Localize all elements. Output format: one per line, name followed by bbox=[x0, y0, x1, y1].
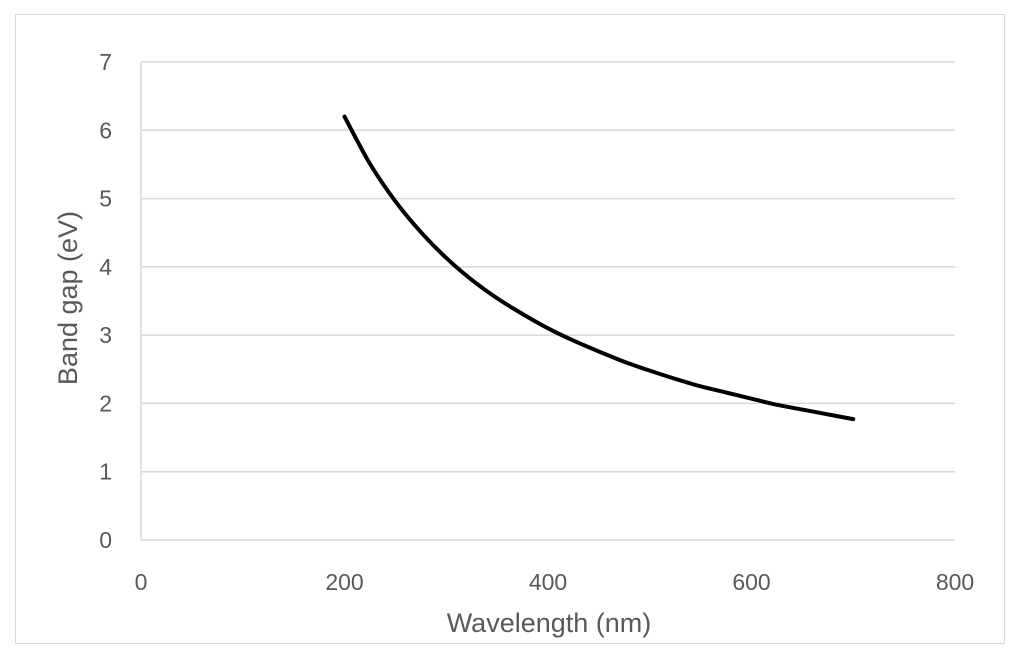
axes bbox=[140, 62, 955, 541]
y-axis-ticks: 0 1 2 3 4 5 6 7 bbox=[99, 49, 112, 553]
series-group bbox=[342, 114, 856, 422]
y-tick-label: 0 bbox=[99, 527, 112, 553]
y-tick-label: 6 bbox=[99, 117, 112, 143]
gridlines bbox=[141, 61, 955, 473]
x-tick-label: 600 bbox=[732, 569, 770, 595]
y-tick-label: 4 bbox=[99, 254, 112, 280]
x-tick-label: 800 bbox=[936, 569, 974, 595]
y-tick-label: 3 bbox=[99, 322, 112, 348]
x-tick-label: 0 bbox=[135, 569, 148, 595]
x-tick-label: 200 bbox=[325, 569, 363, 595]
y-tick-label: 7 bbox=[99, 49, 112, 75]
x-axis-title: Wavelength (nm) bbox=[447, 608, 652, 638]
y-tick-label: 2 bbox=[99, 390, 112, 416]
y-tick-label: 1 bbox=[99, 459, 112, 485]
chart-frame bbox=[15, 14, 1005, 644]
y-tick-label: 5 bbox=[99, 186, 112, 212]
y-axis-title: Band gap (eV) bbox=[53, 211, 83, 385]
x-axis-ticks: 0 200 400 600 800 bbox=[135, 569, 975, 595]
x-tick-label: 400 bbox=[529, 569, 567, 595]
series-line-band-gap bbox=[342, 114, 856, 422]
